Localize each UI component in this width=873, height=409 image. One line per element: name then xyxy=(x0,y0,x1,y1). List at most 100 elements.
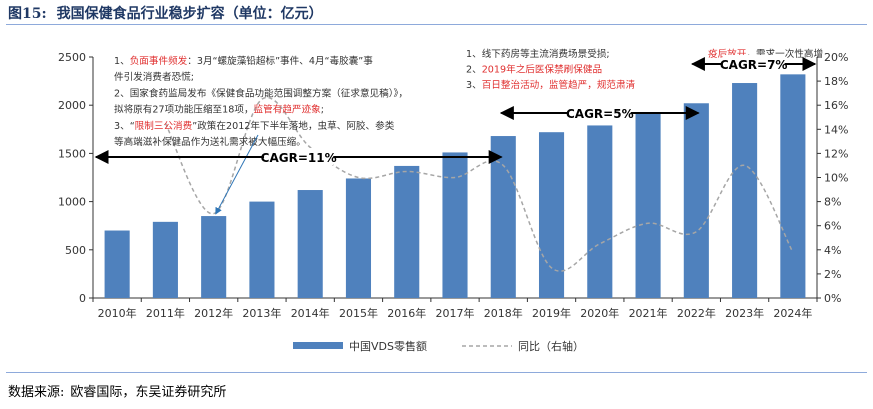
x-tick-label: 2014年 xyxy=(291,306,330,320)
y-right-tick-label: 16% xyxy=(824,99,848,112)
annotation-2018: 1、线下药房等主流消费场景受损;2、2019年之后医保禁刷保健品3、百日整治活动… xyxy=(466,48,636,91)
annotation-2012-line: 2、国家食药监局发布《保健食品功能范围调整方案（征求意见稿）》， xyxy=(114,87,408,99)
annotation-segment: ; xyxy=(321,105,324,116)
vds-chart: 0 500 1000 1500 2000 2500 0% 2% 4% 6% 8% 10% 12% 14% 1… xyxy=(58,48,848,353)
cagr-label: CAGR=5% xyxy=(566,107,634,121)
yoy-line-group xyxy=(164,96,794,272)
bar-2022年 xyxy=(683,103,709,298)
y-right-tick-label: 6% xyxy=(824,220,841,233)
annotation-segment: 拟将原有27项功能压缩至18项， xyxy=(114,104,254,116)
x-tick-label: 2011年 xyxy=(146,306,185,320)
bar-2016年 xyxy=(394,165,420,298)
bar-2014年 xyxy=(297,190,323,298)
annotation-segment: 2、 xyxy=(466,65,482,76)
annotation-segment: 限制三公消费 xyxy=(135,120,193,132)
source-label: 数据来源: xyxy=(8,385,65,400)
y-left-tick-label: 2500 xyxy=(58,51,86,64)
bar-2024年 xyxy=(780,74,806,299)
title-divider xyxy=(6,24,867,25)
bar-2015年 xyxy=(345,178,372,298)
annotation-segment: 等高端滋补保健品作为送礼需求被大幅压缩。 xyxy=(114,136,306,148)
y-left-tick-label: 0 xyxy=(79,292,86,305)
x-tick-label: 2022年 xyxy=(677,306,716,320)
annotation-2018-line: 3、百日整治活动，监管趋严，规范肃清 xyxy=(466,79,636,91)
cagr-label: CAGR=7% xyxy=(720,58,788,72)
x-tick-label: 2021年 xyxy=(629,306,668,320)
annotation-segment: 1、 xyxy=(114,56,130,67)
x-tick-label: 2016年 xyxy=(387,306,426,320)
bars-group xyxy=(104,74,806,299)
y-right-tick-label: 18% xyxy=(824,75,848,88)
y-right-tick-label: 14% xyxy=(824,123,848,136)
x-tick-label: 2010年 xyxy=(98,306,137,320)
annotation-segment: 百日整治活动，监管趋严，规范肃清 xyxy=(482,79,636,91)
x-tick-label: 2013年 xyxy=(242,306,281,320)
annotation-segment: 3、“ xyxy=(114,121,135,132)
y-left-tick-label: 2000 xyxy=(58,99,86,112)
annotation-segment: 1、线下药房等主流消费场景受损; xyxy=(466,48,610,60)
annotation-2012-line: 1、负面事件频发：3月“螺旋藻铅超标”事件、4月“毒胶囊”事 xyxy=(114,55,373,67)
annotation-segment: 2019年之后医保禁刷保健品 xyxy=(482,64,602,76)
annotation-segment: 3、 xyxy=(466,80,482,91)
annotation-segment: ”政策在2012年下半年落地，虫草、阿胶、参类 xyxy=(192,120,394,132)
figure-title: 图15: 我国保健食品行业稳步扩容（单位：亿元） xyxy=(8,3,333,23)
annotation-segment: ：3月“螺旋藻铅超标”事件、4月“毒胶囊”事 xyxy=(187,55,373,67)
x-tick-label: 2019年 xyxy=(532,306,571,320)
y-right-tick-label: 10% xyxy=(824,172,848,185)
annotation-2012-line: 3、“限制三公消费”政策在2012年下半年落地，虫草、阿胶、参类 xyxy=(114,120,395,132)
annotation-segment: 件引发消费者恐慌; xyxy=(114,71,194,83)
y-left-tick-label: 500 xyxy=(65,244,86,257)
y-right-tick-label: 20% xyxy=(824,51,848,64)
bar-2019年 xyxy=(538,132,565,298)
annotation-segment: 2、国家食药监局发布《保健食品功能范围调整方案（征求意见稿）》， xyxy=(114,87,408,99)
x-tick-labels: 2010年 2011年 2012年 2013年 2014年 2015年 2016年 2017年… xyxy=(98,306,813,320)
bar-2013年 xyxy=(249,201,275,298)
yoy-line xyxy=(164,96,794,272)
y-right-tick-label: 8% xyxy=(824,196,841,209)
cagr-label-bg xyxy=(568,104,631,121)
y-right-tick-label: 12% xyxy=(824,147,848,160)
annotation-2018-line: 1、线下药房等主流消费场景受损; xyxy=(466,48,610,60)
annotation-2018-line: 2、2019年之后医保禁刷保健品 xyxy=(466,64,602,76)
bar-2017年 xyxy=(442,152,468,298)
bar-2010年 xyxy=(104,230,130,298)
annotation-2012-line: 件引发消费者恐慌; xyxy=(114,71,194,83)
figure-title-text: 我国保健食品行业稳步扩容（单位：亿元） xyxy=(56,6,323,22)
x-tick-label: 2018年 xyxy=(484,306,523,320)
bar-2018年 xyxy=(490,136,516,298)
annotation-pointer xyxy=(215,134,259,215)
figure-label: 图15: xyxy=(8,6,47,22)
y-right-tick-label: 0% xyxy=(824,292,841,305)
axes-group: 0 500 1000 1500 2000 2500 0% 2% 4% 6% 8% 10% 12% 14% 1… xyxy=(58,51,848,305)
legend-bar-label: 中国VDS零售额 xyxy=(349,339,427,353)
cagr-label-bg xyxy=(264,148,334,165)
y-right-tick-label: 4% xyxy=(824,244,841,257)
annotation-2012-line: 等高端滋补保健品作为送礼需求被大幅压缩。 xyxy=(114,136,306,148)
legend-line-label: 同比（右轴） xyxy=(518,339,584,353)
x-tick-label: 2024年 xyxy=(773,306,812,320)
annotation-segment: 监管有趋严迹象 xyxy=(254,104,322,116)
bar-2023年 xyxy=(732,83,758,298)
annotation-segment: 负面事件频发 xyxy=(130,55,188,67)
cagr-label: CAGR=11% xyxy=(261,151,337,165)
x-tick-label: 2020年 xyxy=(580,306,619,320)
bar-2011年 xyxy=(152,221,178,298)
x-tick-label: 2023年 xyxy=(725,306,764,320)
annotation-2012-line: 拟将原有27项功能压缩至18项，监管有趋严迹象; xyxy=(114,104,324,116)
footer-divider xyxy=(6,372,867,373)
source-text: 欧睿国际，东吴证券研究所 xyxy=(70,385,227,400)
bar-2021年 xyxy=(635,112,661,298)
y-right-tick-label: 2% xyxy=(824,268,841,281)
bar-2020年 xyxy=(587,125,613,298)
legend: 中国VDS零售额 同比（右轴） xyxy=(293,339,584,353)
y-left-tick-label: 1500 xyxy=(58,147,86,160)
x-tick-label: 2017年 xyxy=(436,306,475,320)
y-left-tick-label: 1000 xyxy=(58,196,86,209)
cagr-label-bg xyxy=(722,55,785,72)
bar-2012年 xyxy=(201,216,227,298)
legend-bar-swatch xyxy=(293,342,343,349)
source-note: 数据来源: 欧睿国际，东吴证券研究所 xyxy=(8,381,232,400)
